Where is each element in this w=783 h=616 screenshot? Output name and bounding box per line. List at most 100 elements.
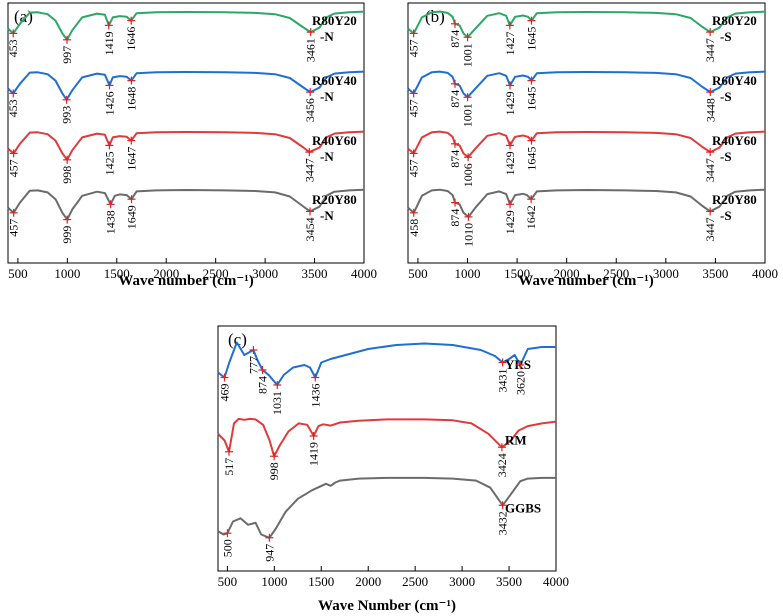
x-tick-label: 3000 [449,574,475,589]
peak-label: 453 [6,99,20,117]
peak-label: 1429 [503,91,517,115]
x-tick-label: 4000 [351,266,377,281]
peak-label: 1646 [124,27,138,51]
x-tick-label: 3500 [496,574,522,589]
peak-label: 1645 [525,87,539,111]
peak-label: 3447 [703,38,717,62]
peak-label: 874 [448,209,462,227]
peak-label: 3447 [703,217,717,241]
peak-label: 1426 [103,91,117,115]
series-line-1 [407,70,766,99]
x-tick-label: 1000 [54,266,80,281]
series-name-1: R60Y40 -N [312,73,357,104]
x-tick-label: 3000 [653,266,679,281]
peak-label: 1649 [125,205,139,229]
peak-label: 1647 [124,147,138,171]
peak-label: 1645 [525,27,539,51]
peak-label: 457 [407,39,421,57]
series-line-2 [7,130,365,161]
series-name-3: R20Y80 -N [312,192,357,223]
x-axis-label: Wave number (cm⁻¹) [518,273,653,289]
peak-label: 457 [407,99,421,117]
peak-label: 1001 [461,43,475,67]
peak-label: 517 [222,458,236,476]
peak-label: 993 [60,106,74,124]
peak-label: 998 [267,462,281,480]
peak-label: 1006 [461,163,475,187]
series-line-2 [407,130,766,159]
panel-label: (a) [14,7,33,26]
peak-label: 1010 [462,223,476,247]
peak-label: 874 [448,90,462,108]
x-tick-label: 1500 [308,574,334,589]
peak-label: 947 [262,544,276,562]
peak-label: 874 [448,30,462,48]
peak-label: 1429 [503,210,517,234]
x-tick-label: 4000 [752,266,778,281]
peak-label: 997 [60,46,74,64]
peak-label: 3620 [513,371,527,395]
series-name-1: R60Y40 -S [712,73,757,104]
panel-label: (b) [425,7,445,26]
series-line-2 [217,476,556,539]
peak-label: 998 [60,166,74,184]
panel-a: 500 1000 1500 2000 2500 3000 3500 4000 (a) Wave n… [6,2,377,289]
peak-label: 453 [6,39,20,57]
x-tick-label: 500 [218,574,238,589]
peak-label: 457 [7,159,21,177]
x-tick-label: 500 [8,266,28,281]
x-tick-label: 4000 [543,574,569,589]
series-name-2: R40Y60 -N [312,133,357,164]
peak-label: 1001 [461,103,475,127]
peak-label: 1436 [308,384,322,408]
peak-label: 3447 [302,158,316,182]
x-tick-label: 500 [408,266,428,281]
x-tick-label: 1000 [261,574,287,589]
peak-label: 1438 [104,210,118,234]
series-line-1 [7,70,365,101]
plot-frame [7,2,365,264]
peak-label: 1425 [102,151,116,175]
peak-label: 1427 [503,31,517,55]
peak-label: 457 [7,219,21,237]
x-tick-label: 1000 [455,266,481,281]
x-tick-label: 3000 [252,266,278,281]
x-tick-label: 1500 [504,266,530,281]
panel-b: 500 1000 1500 2000 2500 3000 3500 4000 (b) Wave n… [407,2,778,289]
x-tick-label: 2000 [554,266,580,281]
peak-label: 1419 [102,31,116,55]
series-name-2: R40Y60 -S [712,133,757,164]
series-line-3 [407,188,766,218]
x-tick-label: 2500 [203,266,229,281]
peak-label: 3461 [304,38,318,62]
series-name-1: RM [505,433,527,448]
x-tick-label: 2500 [603,266,629,281]
series-line-1 [217,417,557,458]
peak-label: 1419 [307,442,321,466]
series-name-3: R20Y80 -S [712,192,757,223]
x-tick-label: 2000 [153,266,179,281]
peak-label: 777 [246,356,260,374]
series-line-3 [7,188,365,221]
series-name-0: R80Y20 -S [712,13,757,44]
panel-c: 500 1000 1500 2000 2500 3000 3500 4000 (c) Wave N… [217,325,569,614]
peak-label: 1642 [524,205,538,229]
peak-label: 1648 [124,87,138,111]
peak-label: 3431 [496,369,510,393]
peak-label: 458 [407,219,421,237]
peak-label: 1429 [503,151,517,175]
series-line-0 [7,10,365,41]
peak-label: 874 [256,376,270,394]
x-tick-label: 3500 [302,266,328,281]
peak-label: 457 [407,159,421,177]
panel-label: (c) [228,330,247,349]
peak-label: 999 [60,226,74,244]
peak-label: 3454 [303,217,317,241]
plot-frame [217,325,557,572]
x-axis-label: Wave Number (cm⁻¹) [318,598,456,614]
peak-label: 3448 [703,98,717,122]
peak-label: 500 [220,539,234,557]
plot-frame [407,2,766,264]
peak-label: 1645 [525,147,539,171]
